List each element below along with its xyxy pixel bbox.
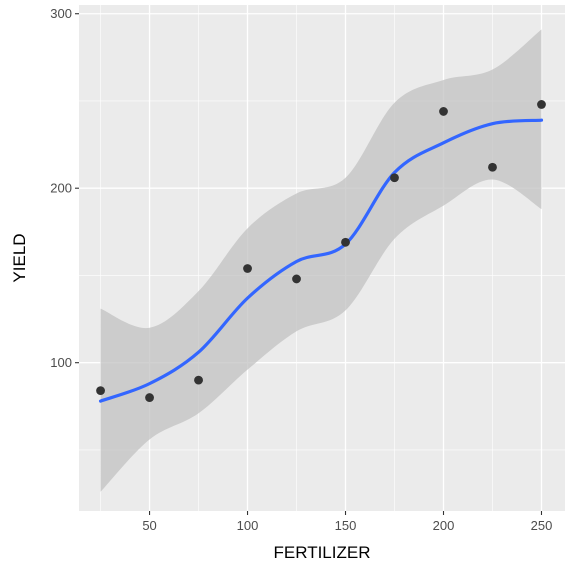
data-point bbox=[292, 274, 301, 284]
smooth-line bbox=[98, 118, 544, 403]
x-axis: 50 100 150 200 250 bbox=[142, 511, 552, 533]
data-point bbox=[96, 386, 105, 396]
y-tick-label: 300 bbox=[50, 6, 72, 21]
y-axis: 100 200 300 bbox=[50, 6, 79, 370]
data-point bbox=[145, 393, 154, 402]
x-tick-label: 50 bbox=[142, 518, 156, 533]
y-tick-label: 100 bbox=[50, 355, 72, 370]
data-point bbox=[390, 173, 399, 183]
x-axis-title: FERTILIZER bbox=[274, 543, 371, 562]
x-tick-label: 150 bbox=[335, 518, 357, 533]
data-point bbox=[537, 100, 546, 109]
x-tick-label: 250 bbox=[531, 518, 553, 533]
x-tick-label: 100 bbox=[237, 518, 259, 533]
data-points bbox=[96, 100, 546, 402]
data-point bbox=[488, 162, 497, 172]
data-point bbox=[341, 237, 350, 247]
confidence-band bbox=[100, 29, 542, 492]
y-tick-label: 200 bbox=[50, 181, 72, 196]
data-point bbox=[439, 107, 448, 116]
y-axis-title: YIELD bbox=[10, 233, 29, 282]
data-point bbox=[243, 264, 252, 273]
data-point bbox=[194, 375, 203, 385]
x-tick-label: 200 bbox=[433, 518, 455, 533]
